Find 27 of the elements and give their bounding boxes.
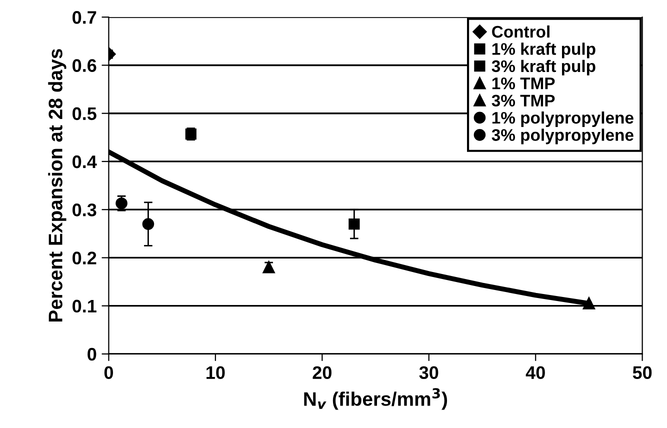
x-tick-label: 30 (419, 366, 438, 380)
x-axis-title: N$_{v}$ (fibers/mm$^{3}$) (304, 388, 448, 410)
legend-label: Control (492, 25, 550, 38)
legend-label: 1% kraft pulp (492, 42, 596, 58)
point (262, 261, 275, 274)
x-tick-label: 10 (206, 366, 225, 380)
point (348, 218, 360, 230)
y-axis-title: Percent Expansion at 28 days (48, 49, 66, 322)
y-tick-label: 0.5 (72, 107, 96, 120)
legend-label: 3% kraft pulp (492, 60, 596, 76)
y-tick-label: 0.7 (72, 11, 96, 24)
x-tick-label: 40 (526, 366, 545, 380)
y-tick-label: 0.1 (72, 300, 96, 313)
point (583, 298, 595, 310)
x-tick-label: 0 (104, 366, 113, 380)
y-tick-label: 0.2 (72, 252, 96, 264)
y-tick-label: 0.3 (72, 204, 96, 216)
y-tick-label: 0.6 (72, 59, 96, 72)
x-tick-label: 20 (312, 366, 332, 380)
point (142, 218, 154, 230)
legend-label: 1% polypropylene (492, 111, 634, 128)
x-tick-label: 50 (632, 366, 652, 380)
legend-label: 3% TMP (492, 94, 555, 107)
legend-label: 3% polypropylene (492, 128, 634, 144)
y-tick-label: 0.4 (72, 155, 97, 168)
legend-label: 1% TMP (492, 78, 555, 90)
y-tick-label: 0 (88, 348, 96, 361)
